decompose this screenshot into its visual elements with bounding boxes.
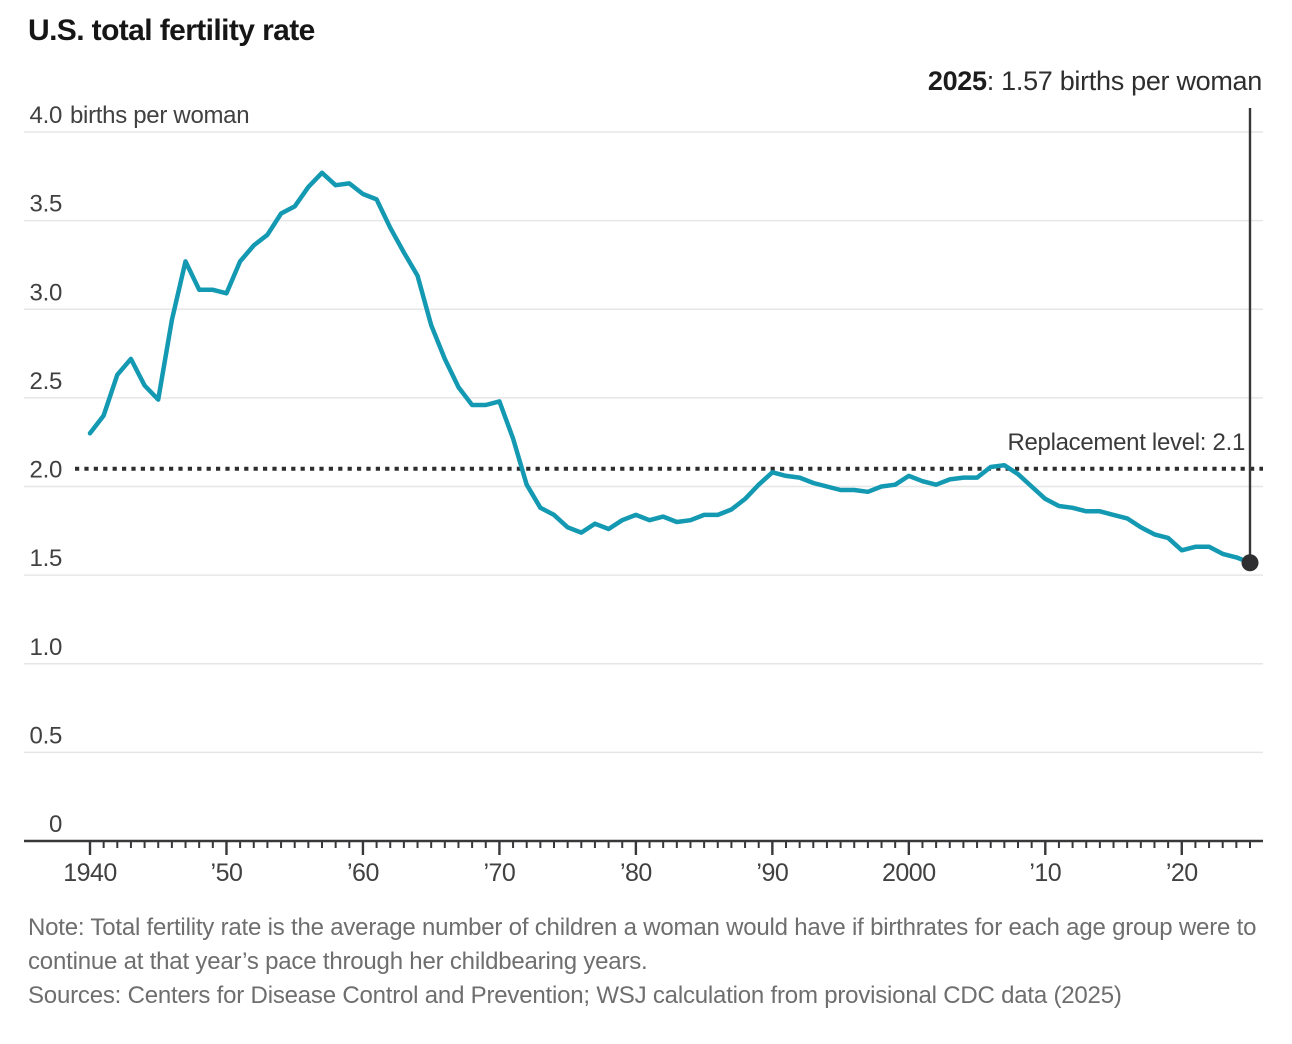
chart-title: U.S. total fertility rate: [28, 14, 315, 47]
chart-note: Note: Total fertility rate is the averag…: [28, 914, 1257, 975]
y-axis-label: 1.5: [30, 545, 62, 572]
x-axis-label: ’70: [483, 859, 515, 887]
end-point-annotation: 2025: 1.57 births per woman: [928, 66, 1262, 97]
y-axis-label: 2.5: [30, 368, 62, 395]
fertility-trend-line: [87, 170, 1253, 565]
x-axis-label: 2000: [882, 859, 936, 887]
annotation-year: 2025: [927, 66, 987, 96]
x-axis-label: ’10: [1029, 859, 1061, 887]
replacement-level-label: Replacement level: 2.1: [1007, 429, 1245, 456]
y-axis-unit-label: births per woman: [70, 102, 249, 129]
y-axis-label: 0: [49, 811, 62, 838]
y-axis-label: 2.0: [30, 457, 62, 484]
annotation-value-text: : 1.57 births per woman: [986, 66, 1263, 96]
y-axis-label: 0.5: [30, 722, 62, 749]
x-axis-label: ’50: [211, 859, 243, 887]
y-axis-label: 4.0: [30, 102, 62, 129]
x-axis-label: 1940: [63, 859, 117, 887]
y-axis-label: 3.5: [30, 191, 62, 218]
chart-footer: Note: Total fertility rate is the averag…: [28, 911, 1270, 1013]
end-point-dot: [1241, 554, 1259, 572]
y-axis-label: 1.0: [30, 634, 62, 661]
x-axis-label: ’80: [620, 859, 652, 887]
y-axis-label: 3.0: [30, 279, 62, 306]
x-axis-label: ’60: [347, 859, 379, 887]
chart-sources: Sources: Centers for Disease Control and…: [28, 982, 1122, 1009]
x-axis-label: ’20: [1166, 859, 1198, 887]
x-axis-label: ’90: [756, 859, 788, 887]
